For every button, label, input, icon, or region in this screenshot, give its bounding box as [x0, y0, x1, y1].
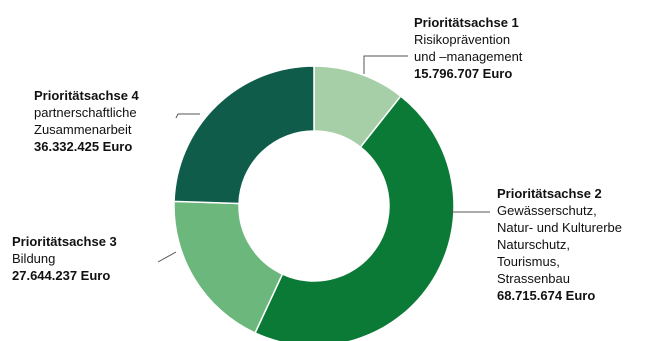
slice-label-4: Prioritätsachse 4 partnerschaftliche Zus… [34, 87, 194, 155]
slice-1-desc-line-1: Risikoprävention [414, 32, 511, 47]
leader-line-4 [175, 113, 200, 119]
slice-1-title: Prioritätsachse 1 [414, 15, 519, 30]
donut-slice-4 [173, 65, 315, 205]
slice-4-title: Prioritätsachse 4 [34, 88, 139, 103]
slice-3-value: 27.644.237 Euro [12, 268, 111, 283]
slice-label-3: Prioritätsachse 3 Bildung 27.644.237 Eur… [12, 233, 172, 284]
slice-2-value: 68.715.674 Euro [497, 288, 596, 303]
leader-line-1 [363, 55, 408, 74]
slice-2-desc-line-5: Strassenbau [497, 271, 570, 286]
slice-2-title: Prioritätsachse 2 [497, 186, 602, 201]
leader-line-3 [157, 251, 177, 263]
slice-2-desc-line-1: Gewässerschutz, [497, 203, 597, 218]
slice-1-value: 15.796.707 Euro [414, 66, 513, 81]
slice-2-desc-line-3: Naturschutz, [497, 237, 570, 252]
donut-slices [173, 65, 455, 341]
slice-4-desc-line-2: Zusammenarbeit [34, 122, 132, 137]
leader-lines [157, 55, 490, 263]
slice-3-desc-line-1: Bildung [12, 251, 56, 266]
slice-label-2: Prioritätsachse 2 Gewässerschutz, Natur-… [497, 185, 653, 304]
slice-2-desc-line-4: Tourismus, [497, 254, 560, 269]
slice-1-desc-line-2: und –management [414, 49, 523, 64]
slice-3-title: Prioritätsachse 3 [12, 234, 117, 249]
donut-slice-2 [254, 95, 455, 341]
slice-4-value: 36.332.425 Euro [34, 139, 133, 154]
slice-4-desc-line-1: partnerschaftliche [34, 105, 137, 120]
slice-label-1: Prioritätsachse 1 Risikoprävention und –… [414, 14, 644, 82]
slice-2-desc-line-2: Natur- und Kulturerbe [497, 220, 623, 235]
